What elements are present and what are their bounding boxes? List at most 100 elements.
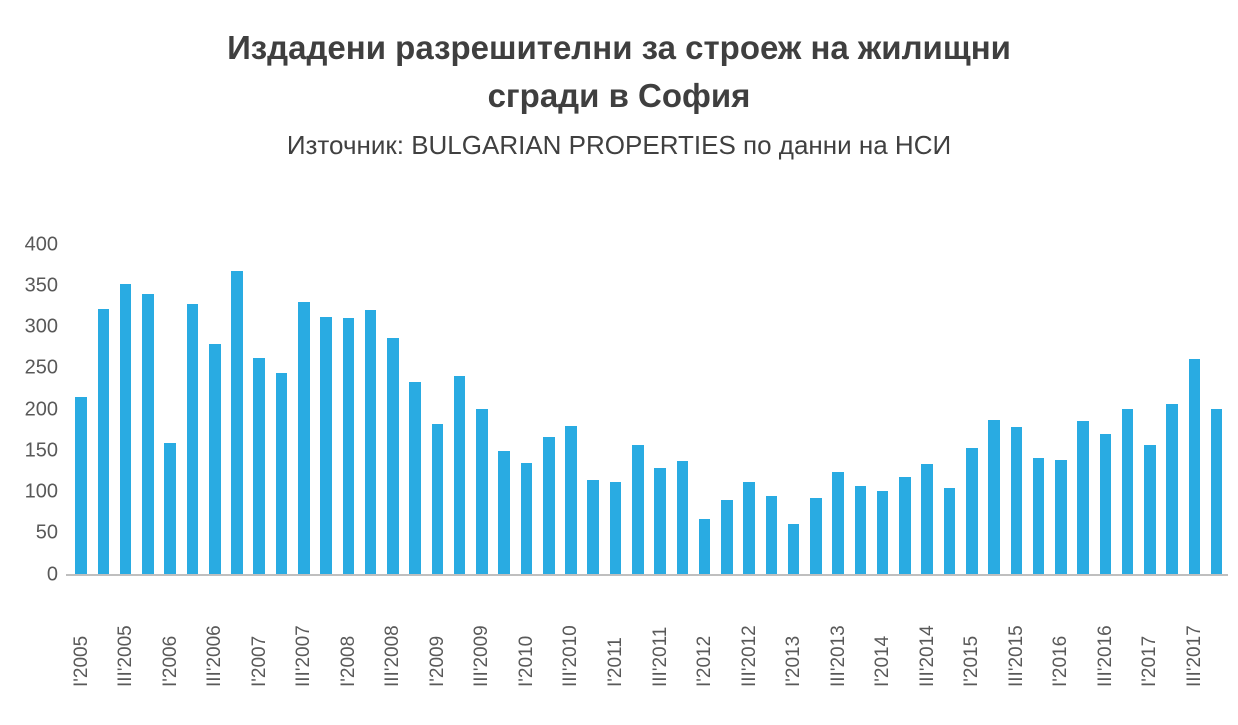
bar: [1210, 408, 1223, 575]
bar-slot: [426, 245, 448, 575]
bar: [431, 423, 444, 575]
x-tick-label: III'2008: [382, 624, 404, 687]
bar: [164, 442, 176, 575]
bar: [609, 482, 622, 575]
y-tick-label: 150: [24, 439, 58, 462]
bar-slot: [872, 245, 894, 575]
x-tick-label: I'2009: [426, 635, 448, 687]
bar-slot: [70, 245, 92, 575]
chart-title: Издадени разрешителни за строеж на жилищ…: [0, 24, 1238, 120]
bar-slot: [716, 245, 738, 575]
bar-slot: [961, 245, 983, 575]
x-label-slot: I'2008: [337, 575, 359, 687]
bar: [565, 426, 577, 575]
bar-slot: [1050, 245, 1072, 575]
x-axis-line: [66, 573, 1228, 576]
x-label-slot: [1206, 575, 1228, 687]
bar: [476, 408, 488, 575]
x-label-slot: III'2011: [649, 575, 671, 687]
bar: [921, 464, 934, 575]
y-tick-label: 250: [24, 356, 58, 379]
x-tick-label: I'2008: [337, 635, 359, 687]
x-label-slot: [404, 575, 426, 687]
bar: [965, 448, 978, 575]
bar: [520, 462, 533, 575]
bar-slot: [226, 245, 248, 575]
bar: [854, 485, 867, 575]
bar-slot: [1072, 245, 1094, 575]
x-tick-label: I'2007: [248, 635, 270, 687]
bar-slot: [449, 245, 471, 575]
bar: [298, 302, 310, 575]
x-label-slot: III'2015: [1005, 575, 1027, 687]
x-label-slot: [226, 575, 248, 687]
chart-title-line2: сгради в София: [487, 76, 751, 114]
x-label-slot: III'2014: [916, 575, 938, 687]
y-tick-label: 300: [24, 315, 58, 338]
bar-slot: [604, 245, 626, 575]
bar-chart: 0 50 100 150 200 250 300 350 400 I'2005 III'2005 I…: [14, 233, 1228, 687]
x-label-slot: I'2012: [693, 575, 715, 687]
x-label-slot: [849, 575, 871, 687]
y-tick-label: 200: [24, 398, 58, 421]
x-label-slot: I'2017: [1139, 575, 1161, 687]
bar: [943, 488, 956, 575]
bar: [498, 450, 510, 575]
bar: [1077, 421, 1089, 575]
x-tick-label: I'2013: [783, 635, 805, 687]
bar: [787, 523, 800, 575]
x-tick-label: III'2009: [471, 624, 493, 687]
bar-slot: [1206, 245, 1228, 575]
x-label-slot: [92, 575, 114, 687]
bar: [387, 337, 399, 575]
x-label-slot: [449, 575, 471, 687]
bar: [142, 294, 154, 575]
chart-header: Издадени разрешителни за строеж на жилищ…: [0, 0, 1238, 161]
bar: [409, 382, 421, 575]
x-tick-label: I'2012: [694, 635, 716, 687]
bar-slot: [248, 245, 270, 575]
bar-slot: [471, 245, 493, 575]
bar: [1188, 358, 1201, 575]
x-axis-labels: I'2005 III'2005 I'2006 III'2006 I'2007 III'20…: [70, 575, 1228, 687]
bar-slot: [515, 245, 537, 575]
x-tick-label: I'2015: [961, 635, 983, 687]
x-label-slot: I'2010: [515, 575, 537, 687]
bar-slot: [404, 245, 426, 575]
x-tick-label: III'2012: [738, 624, 760, 687]
y-tick-label: 100: [24, 480, 58, 503]
x-tick-label: III'2006: [204, 624, 226, 687]
x-label-slot: III'2012: [738, 575, 760, 687]
bar: [186, 304, 199, 575]
bar-slot: [204, 245, 226, 575]
bar-slot: [671, 245, 693, 575]
y-tick-label: 350: [24, 274, 58, 297]
bar-slot: [1139, 245, 1161, 575]
x-label-slot: [493, 575, 515, 687]
x-label-slot: I'2014: [872, 575, 894, 687]
bar-slot: [137, 245, 159, 575]
bar: [119, 284, 132, 575]
bar-slot: [760, 245, 782, 575]
x-tick-label: I'2016: [1050, 635, 1072, 687]
x-tick-label: III'2011: [649, 626, 671, 687]
x-label-slot: [538, 575, 560, 687]
x-label-slot: I'2013: [783, 575, 805, 687]
y-axis: 0 50 100 150 200 250 300 350 400: [14, 233, 70, 585]
x-label-slot: III'2008: [382, 575, 404, 687]
x-label-slot: [894, 575, 916, 687]
bar: [1121, 408, 1134, 575]
bar-slot: [382, 245, 404, 575]
x-label-slot: III'2006: [204, 575, 226, 687]
bar: [253, 357, 266, 575]
y-tick-label: 400: [24, 233, 58, 256]
x-label-slot: [671, 575, 693, 687]
bar-slot: [849, 245, 871, 575]
bar-slot: [560, 245, 582, 575]
bar-slot: [293, 245, 315, 575]
x-label-slot: [137, 575, 159, 687]
bar-slot: [1094, 245, 1116, 575]
x-label-slot: I'2006: [159, 575, 181, 687]
x-label-slot: [627, 575, 649, 687]
bar: [275, 372, 288, 575]
